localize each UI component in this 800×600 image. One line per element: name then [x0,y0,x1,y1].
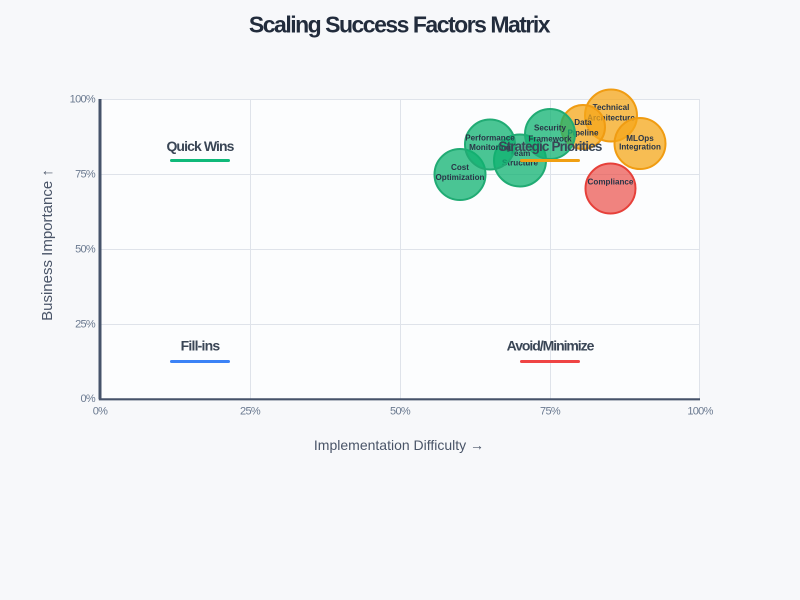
svg-text:75%: 75% [540,406,561,418]
svg-text:Strategic Priorities: Strategic Priorities [498,139,601,154]
svg-text:Cost: Cost [451,163,469,172]
svg-text:Pipeline: Pipeline [567,128,599,137]
svg-text:Security: Security [534,124,566,133]
svg-text:25%: 25% [240,406,261,418]
svg-text:25%: 25% [75,319,96,331]
svg-text:Structure: Structure [502,158,538,167]
svg-text:Quick Wins: Quick Wins [166,138,234,154]
svg-text:Compliance: Compliance [588,178,634,187]
svg-text:Performance: Performance [465,134,515,143]
svg-text:Avoid/Minimize: Avoid/Minimize [507,338,595,354]
svg-text:100%: 100% [70,94,96,106]
svg-text:Scaling Success Factors Matrix: Scaling Success Factors Matrix [249,12,551,38]
svg-text:Integration: Integration [619,143,661,152]
svg-text:75%: 75% [75,169,96,181]
svg-text:0%: 0% [81,393,96,405]
svg-text:Business Importance ↑: Business Importance ↑ [39,169,56,321]
svg-text:Monitoring: Monitoring [469,143,511,152]
svg-text:Technical: Technical [593,103,630,112]
svg-text:MLOps: MLOps [626,134,654,143]
svg-text:Implementation Difficulty →: Implementation Difficulty → [314,437,484,453]
svg-text:Team: Team [510,149,531,158]
svg-text:Data: Data [574,118,592,127]
svg-text:Optimization: Optimization [435,173,484,182]
svg-text:Framework: Framework [528,135,572,144]
svg-text:0%: 0% [93,406,108,418]
svg-text:Architecture: Architecture [587,113,635,122]
svg-text:50%: 50% [75,244,96,256]
svg-text:50%: 50% [390,406,411,418]
svg-text:Fill-ins: Fill-ins [181,338,221,354]
svg-text:100%: 100% [687,406,713,418]
